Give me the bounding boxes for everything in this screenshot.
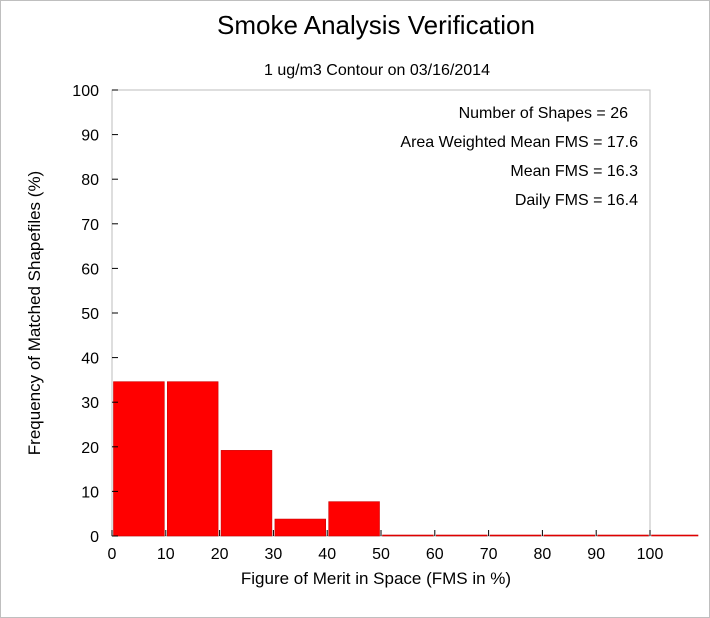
histogram-bar-4 <box>328 501 380 537</box>
annotation-line-2: Mean FMS = 16.3 <box>510 163 638 180</box>
y-tick-label-2: 20 <box>81 440 99 457</box>
x-tick-label-6: 60 <box>426 546 444 563</box>
histogram-bar-9 <box>597 534 649 537</box>
x-tick-label-5: 50 <box>372 546 390 563</box>
chart-subtitle: 1 ug/m3 Contour on 03/16/2014 <box>264 62 490 79</box>
y-tick-label-1: 10 <box>81 484 99 501</box>
y-tick-label-5: 50 <box>81 306 99 323</box>
x-tick-label-10: 100 <box>637 546 664 563</box>
chart-title: Smoke Analysis Verification <box>217 10 535 40</box>
y-axis-label: Frequency of Matched Shapefiles (%) <box>25 171 44 455</box>
y-tick-label-4: 40 <box>81 351 99 368</box>
x-axis-label: Figure of Merit in Space (FMS in %) <box>241 569 511 588</box>
x-axis-ticks: 0 10 20 30 40 50 60 70 80 90 100 <box>108 530 664 563</box>
x-tick-label-0: 0 <box>108 546 117 563</box>
histogram-bar-6 <box>435 534 488 537</box>
histogram-bar-5 <box>382 534 434 537</box>
y-tick-label-7: 70 <box>81 217 99 234</box>
y-axis-ticks: 0 10 20 30 40 50 60 70 80 90 100 <box>72 83 118 546</box>
histogram-bar-10 <box>651 534 699 537</box>
y-tick-label-9: 90 <box>81 128 99 145</box>
bars-group <box>113 381 699 537</box>
histogram-bar-1 <box>167 381 219 537</box>
x-tick-label-7: 70 <box>480 546 498 563</box>
x-tick-label-9: 90 <box>587 546 605 563</box>
x-tick-label-4: 40 <box>318 546 336 563</box>
x-tick-label-1: 10 <box>157 546 175 563</box>
annotation-line-3: Daily FMS = 16.4 <box>515 192 638 209</box>
annotation-block: Number of Shapes = 26 Area Weighted Mean … <box>400 105 638 209</box>
y-tick-label-10: 100 <box>72 83 99 100</box>
y-tick-label-8: 80 <box>81 172 99 189</box>
x-tick-label-8: 80 <box>534 546 552 563</box>
y-tick-label-0: 0 <box>90 529 99 546</box>
x-tick-label-2: 20 <box>211 546 229 563</box>
annotation-line-0: Number of Shapes = 26 <box>459 105 629 122</box>
histogram-bar-3 <box>274 518 326 537</box>
histogram-bar-8 <box>543 534 596 537</box>
annotation-line-1: Area Weighted Mean FMS = 17.6 <box>400 134 638 151</box>
histogram-bar-2 <box>220 450 273 537</box>
y-tick-label-3: 30 <box>81 395 99 412</box>
x-tick-label-3: 30 <box>265 546 283 563</box>
y-tick-label-6: 60 <box>81 261 99 278</box>
histogram-bar-7 <box>489 534 542 537</box>
histogram-bar-0 <box>113 381 165 537</box>
